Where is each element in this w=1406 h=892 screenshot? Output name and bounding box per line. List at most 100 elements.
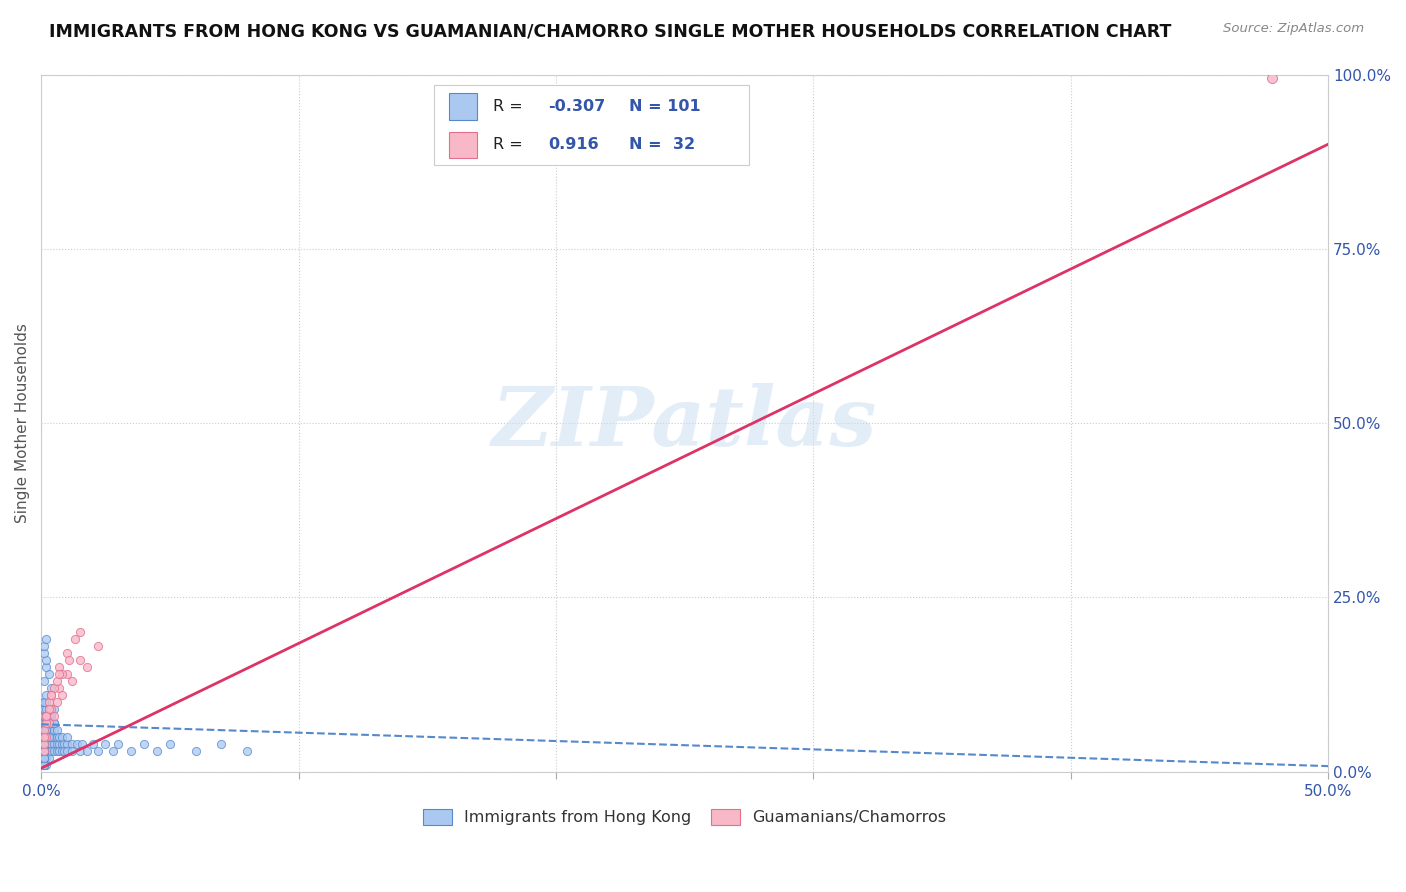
Point [82,737,104,751]
Point [76,744,98,758]
Point [42,744,65,758]
Point [56,737,79,751]
Point [45,737,67,751]
Point [38,744,60,758]
Point [32,730,55,744]
Point [146,744,169,758]
Point [107,737,129,751]
Text: N =  32: N = 32 [630,137,696,153]
Point [32,751,55,765]
Point [120,744,142,758]
Point [32,730,55,744]
Point [184,744,207,758]
Point [35,751,58,765]
Point [63,632,86,647]
Point [38,730,60,744]
Point [48,660,70,674]
Point [38,709,60,723]
Point [41,688,63,702]
Point [32,744,55,758]
Point [209,737,232,751]
FancyBboxPatch shape [433,85,749,165]
Point [42,681,65,695]
Point [32,737,55,751]
Point [35,688,58,702]
Point [38,723,60,737]
Point [32,757,55,772]
Point [66,737,89,751]
Point [41,709,63,723]
Point [51,688,73,702]
Point [32,751,55,765]
Text: 0.916: 0.916 [548,137,599,153]
Point [38,695,60,709]
Point [35,709,58,723]
Point [35,695,58,709]
Point [35,632,58,647]
Point [69,744,91,758]
Legend: Immigrants from Hong Kong, Guamanians/Chamorros: Immigrants from Hong Kong, Guamanians/Ch… [415,801,955,833]
Point [35,723,58,737]
Point [48,681,70,695]
Point [41,730,63,744]
Y-axis label: Single Mother Households: Single Mother Households [15,323,30,523]
Point [38,709,60,723]
Point [32,723,55,737]
Point [103,744,125,758]
Point [32,709,55,723]
Point [38,715,60,730]
Point [53,744,76,758]
Point [56,744,79,758]
Point [32,744,55,758]
Point [132,737,155,751]
Point [32,723,55,737]
Point [32,715,55,730]
Point [51,744,73,758]
Point [60,744,83,758]
Point [48,730,70,744]
Point [32,757,55,772]
Point [38,667,60,681]
Point [32,744,55,758]
Point [72,737,94,751]
Text: ZIPatlas: ZIPatlas [492,383,877,463]
Text: Source: ZipAtlas.com: Source: ZipAtlas.com [1223,22,1364,36]
Point [41,681,63,695]
Point [41,709,63,723]
Point [69,625,91,640]
Point [56,667,79,681]
Point [32,646,55,660]
Point [159,737,181,751]
Point [42,702,65,716]
Point [1260,70,1282,85]
Point [35,709,58,723]
Point [48,744,70,758]
Point [35,757,58,772]
Point [41,715,63,730]
Point [32,702,55,716]
Point [42,723,65,737]
Point [35,715,58,730]
Point [32,751,55,765]
Point [69,653,91,667]
Point [35,744,58,758]
Point [45,674,67,689]
Point [35,653,58,667]
Point [32,744,55,758]
Point [58,653,80,667]
Point [53,737,76,751]
Point [87,639,110,653]
Point [38,715,60,730]
Point [32,723,55,737]
Point [38,730,60,744]
Point [35,715,58,730]
Point [56,646,79,660]
Point [35,730,58,744]
Text: -0.307: -0.307 [548,99,606,114]
Point [60,737,83,751]
Point [41,702,63,716]
Point [45,723,67,737]
Point [45,730,67,744]
Point [35,737,58,751]
Point [38,737,60,751]
